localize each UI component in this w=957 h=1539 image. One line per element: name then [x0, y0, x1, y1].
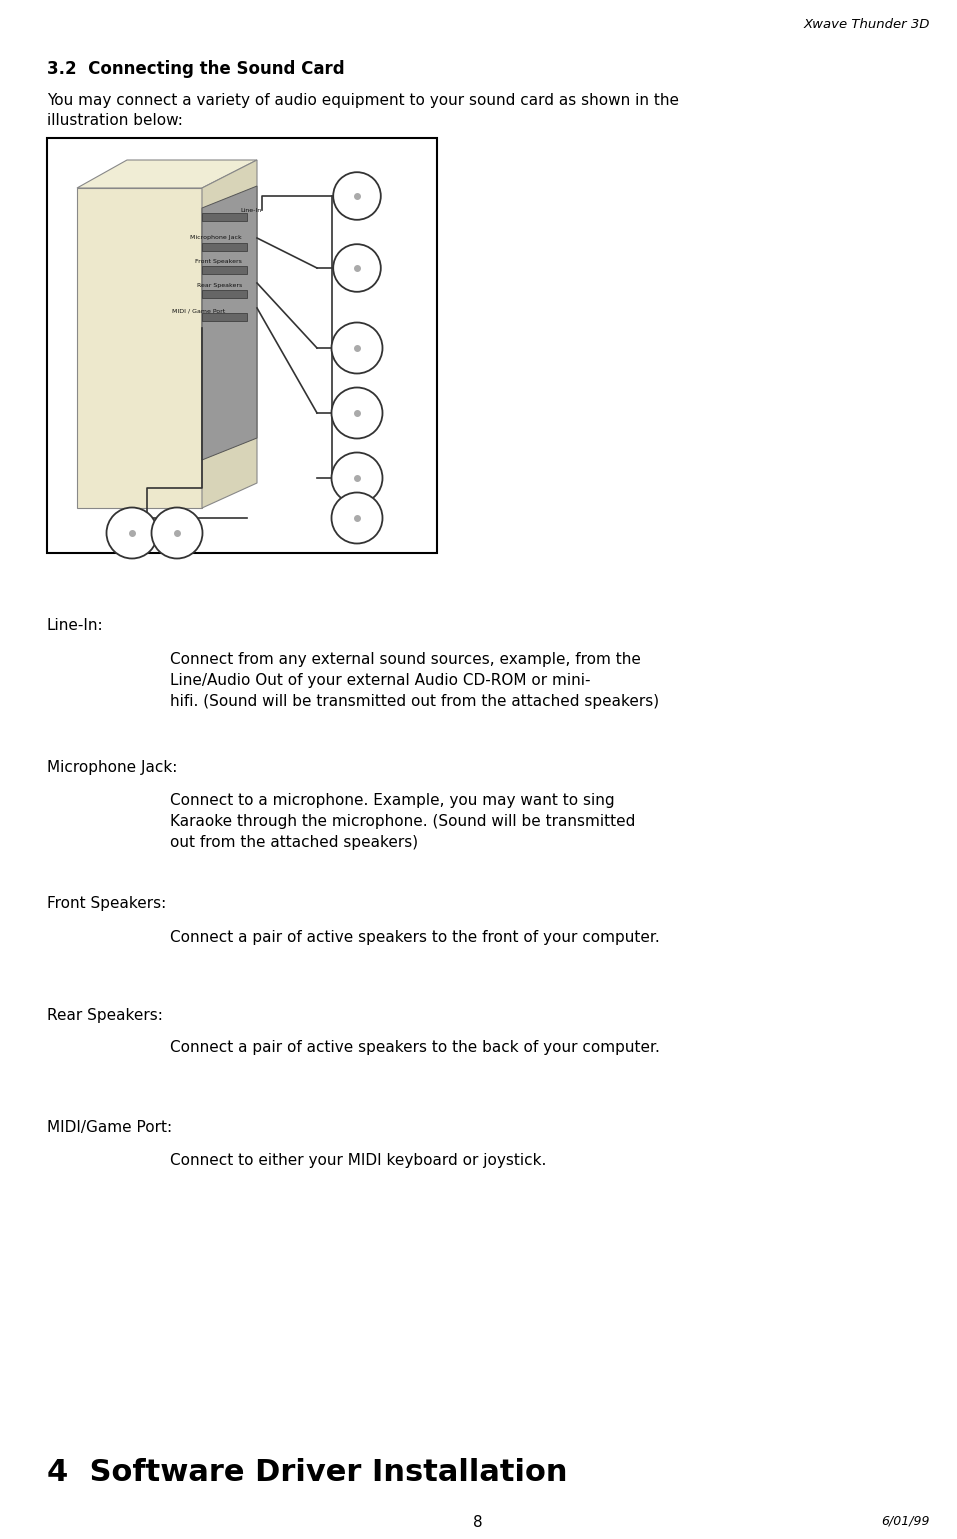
Circle shape	[333, 245, 381, 292]
Text: Front Speakers:: Front Speakers:	[47, 896, 167, 911]
Text: MIDI/Game Port:: MIDI/Game Port:	[47, 1120, 172, 1134]
Text: MIDI / Game Port: MIDI / Game Port	[171, 308, 225, 314]
Polygon shape	[77, 188, 202, 508]
Bar	[202, 266, 247, 274]
Bar	[202, 312, 247, 322]
Text: Connect to a microphone. Example, you may want to sing
Karaoke through the micro: Connect to a microphone. Example, you ma…	[170, 793, 635, 850]
Circle shape	[331, 492, 383, 543]
Circle shape	[106, 508, 158, 559]
Circle shape	[331, 388, 383, 439]
Circle shape	[331, 323, 383, 374]
Text: 6/01/99: 6/01/99	[881, 1514, 930, 1528]
Text: Connect from any external sound sources, example, from the
Line/Audio Out of you: Connect from any external sound sources,…	[170, 653, 659, 709]
Text: Microphone Jack: Microphone Jack	[190, 235, 242, 240]
Text: Rear Speakers: Rear Speakers	[197, 283, 242, 288]
Text: Front Speakers: Front Speakers	[195, 259, 242, 263]
Polygon shape	[77, 160, 257, 188]
Text: Xwave Thunder 3D: Xwave Thunder 3D	[804, 18, 930, 31]
Circle shape	[331, 452, 383, 503]
Text: You may connect a variety of audio equipment to your sound card as shown in the: You may connect a variety of audio equip…	[47, 92, 679, 108]
Circle shape	[333, 172, 381, 220]
Polygon shape	[202, 160, 257, 508]
Text: 3.2  Connecting the Sound Card: 3.2 Connecting the Sound Card	[47, 60, 345, 78]
Text: Connect to either your MIDI keyboard or joystick.: Connect to either your MIDI keyboard or …	[170, 1153, 546, 1168]
Polygon shape	[202, 186, 257, 460]
Text: Rear Speakers:: Rear Speakers:	[47, 1008, 163, 1023]
Text: Microphone Jack:: Microphone Jack:	[47, 760, 177, 776]
Text: Connect a pair of active speakers to the front of your computer.: Connect a pair of active speakers to the…	[170, 930, 659, 945]
Circle shape	[151, 508, 203, 559]
Text: illustration below:: illustration below:	[47, 112, 183, 128]
Text: Connect a pair of active speakers to the back of your computer.: Connect a pair of active speakers to the…	[170, 1040, 660, 1056]
Bar	[47, 139, 437, 553]
Bar	[202, 289, 247, 299]
Text: Line-In: Line-In	[241, 208, 262, 212]
Bar	[202, 212, 247, 222]
Text: 4  Software Driver Installation: 4 Software Driver Installation	[47, 1457, 568, 1487]
Text: Line-In:: Line-In:	[47, 619, 103, 633]
Bar	[202, 243, 247, 251]
Text: 8: 8	[473, 1514, 483, 1530]
